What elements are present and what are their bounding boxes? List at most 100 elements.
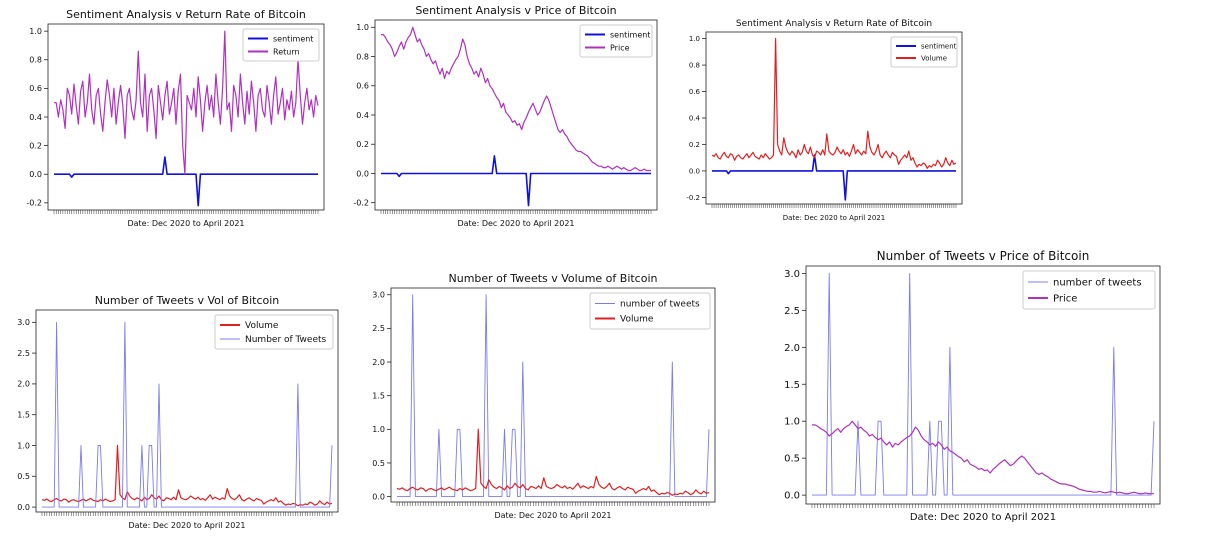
series-line-volume [396, 428, 710, 496]
y-tick-label: 3.0 [784, 269, 800, 280]
y-tick-label: 0.2 [356, 140, 369, 149]
chart-1-svg: Sentiment Analysis v Return Rate of Bitc… [26, 8, 325, 228]
legend-box [579, 24, 653, 58]
legend: sentiment Return [242, 28, 320, 62]
y-tick-label: 1.0 [784, 417, 800, 428]
series-line-return [54, 30, 319, 175]
y-tick-label: 0.0 [17, 503, 30, 512]
legend-label: Price [610, 43, 630, 52]
y-tick-label: 2.0 [784, 343, 800, 354]
legend-label: sentiment [273, 34, 313, 43]
chart-panel-3: Sentiment Analysis v Return Rate of Bitc… [672, 12, 972, 226]
y-tick-label: 0.2 [29, 141, 42, 150]
y-tick-label: -0.2 [686, 194, 700, 202]
y-tick-label: 1.0 [17, 441, 30, 450]
y-tick-label: 0.0 [784, 491, 800, 502]
chart-panel-6: Number of Tweets v Price of Bitcoin 0.0 0.… [770, 244, 1170, 534]
y-tick-label: 0.0 [29, 170, 42, 179]
chart-2-svg: Sentiment Analysis v Price of Bitcoin -0.… [353, 4, 658, 228]
chart-panel-1: Sentiment Analysis v Return Rate of Bitc… [4, 4, 334, 232]
chart-title: Number of Tweets v Volume of Bitcoin [449, 272, 658, 285]
series-line-tweets [42, 321, 333, 508]
chart-title: Sentiment Analysis v Return Rate of Bitc… [66, 8, 306, 21]
y-tick-label: 1.0 [356, 23, 369, 32]
series-line-volume [41, 444, 333, 507]
legend-label: number of tweets [1053, 278, 1142, 289]
legend-label: Volume [620, 315, 654, 325]
chart-panel-2: Sentiment Analysis v Price of Bitcoin -0.… [335, 2, 665, 234]
x-axis-label: Date: Dec 2020 to April 2021 [494, 511, 611, 520]
legend-label: Volume [921, 54, 947, 62]
y-tick-label: 1.5 [784, 380, 800, 391]
chart-3-svg: Sentiment Analysis v Return Rate of Bitc… [686, 19, 963, 222]
legend-label: number of tweets [620, 300, 700, 310]
y-tick-label: 1.0 [372, 425, 385, 434]
y-tick-label: 0.8 [356, 52, 369, 61]
chart-title: Sentiment Analysis v Price of Bitcoin [415, 4, 616, 17]
y-tick-label: 0.6 [689, 88, 701, 96]
legend: Volume Number of Tweets [214, 314, 334, 350]
y-tick-label: 0.5 [372, 459, 385, 468]
chart-panel-5: Number of Tweets v Volume of Bitcoin 0.0 0… [355, 266, 721, 530]
y-tick-label: 0.6 [29, 84, 42, 93]
legend-label: sentiment [921, 42, 957, 50]
series-line-volume [711, 38, 957, 169]
y-tick-label: 2.5 [17, 349, 30, 358]
legend-box [214, 314, 334, 350]
legend-label: Price [1053, 294, 1077, 305]
chart-4-svg: Number of Tweets v Vol of Bitcoin 0.0 0.5 1… [17, 294, 339, 530]
chart-title: Sentiment Analysis v Return Rate of Bitc… [736, 19, 932, 29]
y-tick-label: 3.0 [372, 291, 385, 300]
y-tick-label: 0.4 [356, 111, 369, 120]
y-tick-label: 0.8 [689, 62, 700, 70]
legend-label: Return [273, 47, 300, 56]
y-tick-label: 2.0 [372, 358, 385, 367]
legend: number of tweets Volume [589, 292, 711, 330]
legend-box [589, 292, 711, 330]
series-line-tweets [397, 294, 710, 498]
y-tick-label: 0.2 [689, 141, 700, 149]
series-line-sentiment [381, 155, 651, 207]
legend-box [890, 36, 958, 68]
series-line-price [381, 26, 651, 172]
y-tick-label: 1.0 [29, 27, 42, 36]
y-tick-label: 2.0 [17, 380, 30, 389]
series-line-sentiment [712, 154, 956, 201]
chart-5-svg: Number of Tweets v Volume of Bitcoin 0.0 0… [372, 272, 716, 520]
legend: number of tweets Price [1022, 270, 1156, 310]
y-tick-label: 3.0 [17, 318, 30, 327]
y-tick-label: 0.5 [17, 472, 30, 481]
series-line-tweets [812, 272, 1155, 496]
x-axis-label: Date: Dec 2020 to April 2021 [783, 214, 885, 222]
chart-panel-4: Number of Tweets v Vol of Bitcoin 0.0 0.5 1… [2, 288, 344, 538]
x-axis-label: Date: Dec 2020 to April 2021 [128, 521, 245, 530]
legend-box [242, 28, 320, 62]
legend-label: Volume [245, 321, 279, 331]
legend-label: sentiment [610, 30, 650, 39]
y-tick-label: 0.0 [372, 492, 385, 501]
series-line-sentiment [54, 156, 318, 207]
y-tick-label: 1.5 [372, 391, 385, 400]
y-tick-label: 0.4 [29, 113, 42, 122]
x-axis-label: Date: Dec 2020 to April 2021 [910, 512, 1056, 523]
y-tick-label: 1.5 [17, 410, 30, 419]
chart-title: Number of Tweets v Price of Bitcoin [877, 249, 1090, 263]
x-axis-label: Date: Dec 2020 to April 2021 [127, 219, 244, 228]
y-tick-label: 0.4 [689, 114, 701, 122]
y-tick-label: 2.5 [372, 324, 385, 333]
series-line-price [812, 420, 1154, 495]
legend: sentiment Volume [890, 36, 958, 68]
legend-box [1022, 270, 1156, 310]
legend: sentiment Price [579, 24, 653, 58]
y-tick-label: 0.5 [784, 454, 800, 465]
y-tick-label: -0.2 [353, 198, 369, 207]
y-tick-label: -0.2 [26, 199, 42, 208]
chart-6-svg: Number of Tweets v Price of Bitcoin 0.0 0.… [784, 249, 1161, 523]
y-tick-label: 2.5 [784, 306, 800, 317]
y-tick-label: 1.0 [689, 35, 700, 43]
legend-label: Number of Tweets [245, 335, 327, 345]
y-tick-label: 0.8 [29, 56, 42, 65]
x-axis-label: Date: Dec 2020 to April 2021 [457, 219, 574, 228]
y-tick-label: 0.0 [356, 169, 369, 178]
chart-title: Number of Tweets v Vol of Bitcoin [95, 294, 280, 307]
